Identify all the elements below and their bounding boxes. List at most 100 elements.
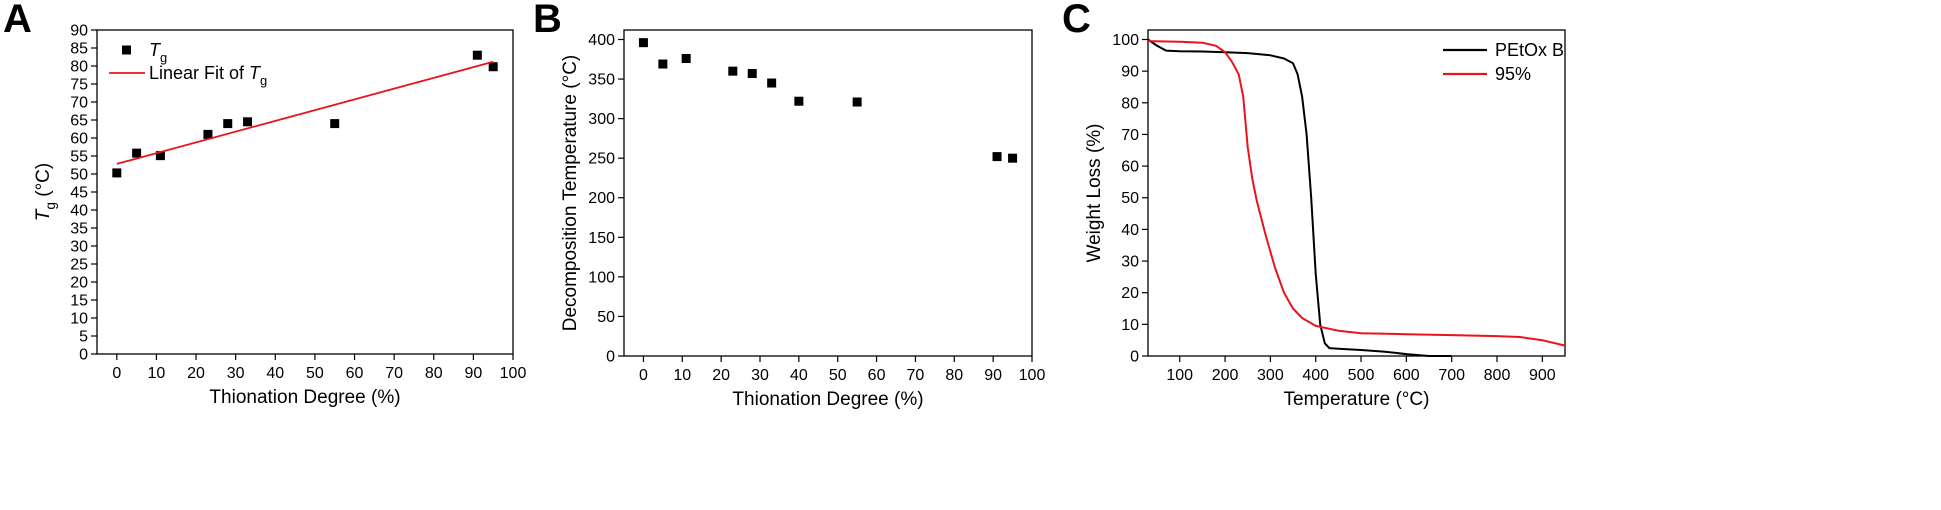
subscript: g bbox=[43, 202, 58, 210]
y-axis-label: Decomposition Temperature (°C) bbox=[560, 55, 581, 332]
y-tick-label: 0 bbox=[606, 349, 615, 366]
y-tick-label: 50 bbox=[70, 167, 88, 184]
y-tick-label: 80 bbox=[70, 59, 88, 76]
data-point-marker bbox=[638, 38, 648, 48]
x-tick-label: 20 bbox=[712, 367, 730, 384]
data-point-marker bbox=[203, 129, 213, 139]
data-point-marker bbox=[243, 117, 253, 127]
data-point-marker bbox=[992, 152, 1002, 162]
y-tick-label: 250 bbox=[588, 151, 615, 168]
data-point-marker bbox=[112, 168, 122, 178]
data-point-marker bbox=[488, 62, 498, 72]
legend-label: Linear Fit of Tg bbox=[149, 63, 267, 88]
x-tick-label: 80 bbox=[945, 367, 963, 384]
y-tick-label: 350 bbox=[588, 72, 615, 89]
y-tick-label: 20 bbox=[70, 275, 88, 292]
panel-b-decomposition-scatter: B 0 10 20 30 40 50 60 70 80 90 100 0 50 100 150 200 250 30… bbox=[533, 0, 1045, 410]
y-tick-label: 75 bbox=[70, 77, 88, 94]
x-tick-label: 100 bbox=[1166, 367, 1193, 384]
y-tick-label: 300 bbox=[588, 111, 615, 128]
y-tick-label: 40 bbox=[70, 203, 88, 220]
y-tick-label: 60 bbox=[1121, 159, 1139, 176]
x-tick-label: 300 bbox=[1257, 367, 1284, 384]
x-tick-label: 40 bbox=[266, 365, 284, 382]
data-point-marker bbox=[852, 97, 862, 107]
x-tick-label: 60 bbox=[868, 367, 886, 384]
y-tick-label: 15 bbox=[70, 293, 88, 310]
y-tick-label: 40 bbox=[1121, 222, 1139, 239]
x-tick-label: 0 bbox=[112, 365, 121, 382]
y-tick-label: 400 bbox=[588, 32, 615, 49]
y-tick-label: 80 bbox=[1121, 95, 1139, 112]
x-axis-label: Temperature (°C) bbox=[1284, 389, 1430, 410]
x-tick-label: 100 bbox=[1019, 367, 1046, 384]
y-axis-label: Tg (°C) bbox=[33, 163, 58, 221]
data-point-marker bbox=[330, 119, 340, 129]
x-tick-label: 30 bbox=[751, 367, 769, 384]
y-tick-label: 5 bbox=[79, 329, 88, 346]
y-tick-label: 100 bbox=[1112, 32, 1139, 49]
y-tick-label: 30 bbox=[1121, 254, 1139, 271]
panel-a-tg-scatter: A0 10 20 30 40 50 60 70 80 90 10005101520253035404… bbox=[3, 0, 526, 408]
data-point-marker bbox=[681, 53, 691, 63]
y-tick-label: 10 bbox=[1121, 317, 1139, 334]
data-point-marker bbox=[728, 66, 738, 76]
x-tick-label: 70 bbox=[385, 365, 403, 382]
fit-line bbox=[116, 60, 494, 165]
data-point-marker bbox=[472, 50, 482, 60]
x-axis-label: Thionation Degree (%) bbox=[209, 387, 400, 408]
y-tick-label: 55 bbox=[70, 149, 88, 166]
y-tick-label: 20 bbox=[1121, 285, 1139, 302]
x-tick-label: 70 bbox=[907, 367, 925, 384]
legend-marker bbox=[122, 45, 131, 55]
data-point-marker bbox=[794, 96, 804, 106]
plot-frame bbox=[1147, 29, 1566, 357]
data-point-marker bbox=[1008, 153, 1018, 163]
italic-symbol: T bbox=[33, 208, 54, 221]
y-tick-label: 70 bbox=[1121, 127, 1139, 144]
x-tick-label: 80 bbox=[425, 365, 443, 382]
data-point-marker bbox=[132, 148, 142, 158]
legend-label: PEtOx B bbox=[1495, 40, 1564, 60]
unit-label: (°C) bbox=[33, 163, 54, 202]
y-tick-label: 200 bbox=[588, 190, 615, 207]
y-tick-label: 90 bbox=[1121, 64, 1139, 81]
x-tick-label: 50 bbox=[829, 367, 847, 384]
x-tick-label: 600 bbox=[1393, 367, 1420, 384]
y-tick-label: 65 bbox=[70, 113, 88, 130]
data-point-marker bbox=[767, 78, 777, 88]
plot-frame bbox=[623, 29, 1033, 357]
text-prefix: Linear Fit of bbox=[149, 63, 249, 83]
x-tick-label: 900 bbox=[1529, 367, 1556, 384]
data-point-marker bbox=[155, 151, 165, 161]
data-point-marker bbox=[658, 59, 668, 69]
x-tick-label: 50 bbox=[306, 365, 324, 382]
y-tick-label: 30 bbox=[70, 239, 88, 256]
data-point-marker bbox=[747, 69, 757, 79]
subscript: g bbox=[260, 73, 267, 88]
y-tick-label: 150 bbox=[588, 230, 615, 247]
panel-c-tga-curves: C 100 200 300 400 500 600 700 800 900 0 10 20 30 40 50 6… bbox=[1062, 0, 1566, 410]
x-tick-label: 30 bbox=[227, 365, 245, 382]
y-tick-label: 10 bbox=[70, 311, 88, 328]
x-axis-label: Thionation Degree (%) bbox=[732, 389, 923, 410]
x-tick-label: 10 bbox=[148, 365, 166, 382]
subscript: g bbox=[160, 50, 167, 65]
y-axis-label: Weight Loss (%) bbox=[1084, 123, 1105, 262]
y-tick-label: 0 bbox=[79, 347, 88, 364]
y-tick-label: 85 bbox=[70, 41, 88, 58]
y-tick-label: 90 bbox=[70, 23, 88, 40]
x-tick-label: 800 bbox=[1484, 367, 1511, 384]
panel-letter: C bbox=[1062, 0, 1091, 41]
y-tick-label: 25 bbox=[70, 257, 88, 274]
series-line bbox=[1147, 40, 1566, 347]
y-tick-label: 0 bbox=[1130, 349, 1139, 366]
y-tick-label: 100 bbox=[588, 269, 615, 286]
y-tick-label: 60 bbox=[70, 131, 88, 148]
italic-symbol: T bbox=[149, 40, 162, 60]
x-tick-label: 20 bbox=[187, 365, 205, 382]
y-tick-label: 35 bbox=[70, 221, 88, 238]
y-tick-label: 50 bbox=[1121, 190, 1139, 207]
panel-letter: A bbox=[3, 0, 32, 41]
